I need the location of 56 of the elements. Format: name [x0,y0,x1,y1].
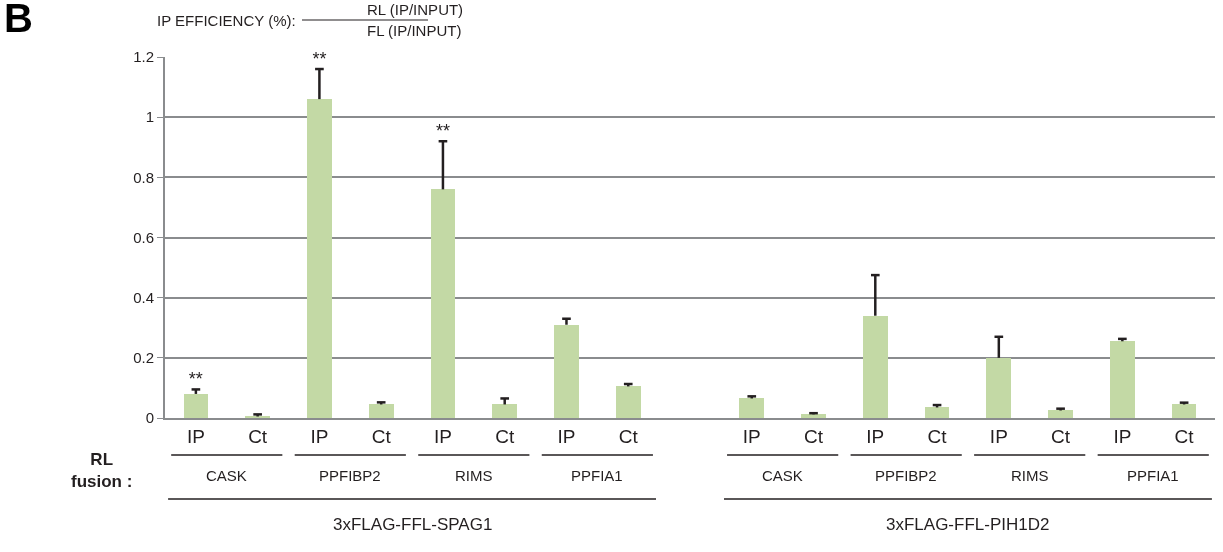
bar [1048,410,1073,418]
bar [554,325,579,418]
text: RL (IP/INPUT) [367,1,464,18]
text: 3xFLAG-FFL-PIH1D2 [886,515,1050,534]
y-tick-label: 0 [145,409,154,427]
text: RIMS [455,467,493,484]
bar [739,398,764,418]
x-tick-label: IP [989,425,1008,447]
x-tick-label: IP [186,425,205,447]
y-tick-label: 0.8 [133,168,154,186]
x-tick-label: IP [1113,425,1132,447]
text: RL fusion : [71,450,133,492]
y-tick-label: 1 [145,108,154,126]
x-tick-label: IP [310,425,329,447]
text: PPFIA1 [1127,467,1179,484]
text: FL (IP/INPUT) [367,22,462,39]
data-label: ** [312,48,327,69]
y-tick-label: 0.4 [133,288,154,306]
bar [307,99,332,418]
text: B [4,0,33,40]
x-tick-label: Ct [927,425,948,447]
text: CASK [206,467,247,484]
text: CASK [762,467,803,484]
x-tick-label: Ct [495,425,515,447]
bar [801,414,826,418]
text: PPFIBP2 [875,467,937,484]
bar [863,316,888,418]
data-label: ** [435,120,450,141]
x-tick-label: Ct [371,425,392,447]
text: 3xFLAG-FFL-SPAG1 [333,515,493,534]
bar [1110,341,1135,418]
bar [184,394,208,418]
bar [616,386,641,418]
data-label: ** [188,368,203,389]
y-tick-label: 0.2 [133,349,154,367]
bar [1172,404,1196,418]
x-tick-label: IP [557,425,576,447]
x-tick-label: Ct [1174,425,1195,447]
bar [986,358,1011,418]
x-tick-label: Ct [618,425,639,447]
text: PPFIA1 [571,467,623,484]
text: RIMS [1011,467,1049,484]
x-tick-label: Ct [248,425,268,447]
bar [492,404,517,418]
bar [925,407,949,418]
bar [431,189,455,418]
y-tick-label: 1.2 [133,48,154,66]
x-tick-label: IP [866,425,885,447]
x-tick-label: Ct [804,425,824,447]
x-tick-label: IP [433,425,452,447]
x-tick-label: IP [742,425,761,447]
y-tick-label: 0.6 [133,228,154,246]
text: PPFIBP2 [319,467,381,484]
x-tick-label: Ct [1051,425,1071,447]
chart-title: IP EFFICIENCY (%): [157,12,296,29]
bar [369,404,394,418]
